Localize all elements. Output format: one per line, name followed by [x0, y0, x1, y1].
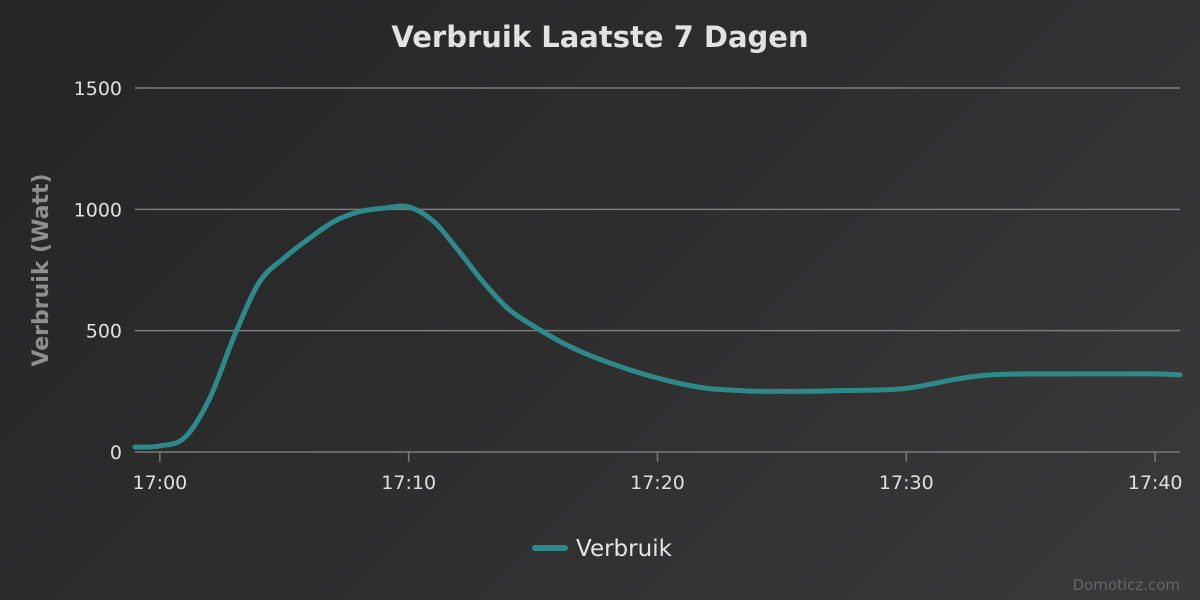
- x-axis-ticks: 17:00 17:10 17:20 17:30 17:40: [132, 452, 1183, 494]
- y-tick-label: 0: [110, 442, 122, 464]
- x-tick-label: 17:00: [132, 472, 187, 494]
- y-axis-ticks: 0 500 1000 1500: [74, 78, 122, 464]
- series-line-verbruik[interactable]: [132, 203, 1183, 450]
- credits-text[interactable]: Domoticz.com: [1073, 576, 1181, 594]
- x-tick-label: 17:30: [879, 472, 934, 494]
- series-group: [132, 203, 1183, 450]
- y-tick-label: 500: [86, 321, 122, 343]
- grid-lines: [135, 87, 1180, 453]
- x-tick-label: 17:10: [381, 472, 436, 494]
- x-tick-label: 17:40: [1128, 472, 1183, 494]
- legend-label[interactable]: Verbruik: [576, 536, 673, 562]
- legend[interactable]: Verbruik: [532, 536, 673, 562]
- x-tick-label: 17:20: [630, 472, 685, 494]
- y-tick-label: 1000: [74, 199, 122, 221]
- chart-title: Verbruik Laatste 7 Dagen: [391, 20, 808, 54]
- y-tick-label: 1500: [74, 78, 122, 100]
- y-axis-title: Verbruik (Watt): [29, 173, 54, 366]
